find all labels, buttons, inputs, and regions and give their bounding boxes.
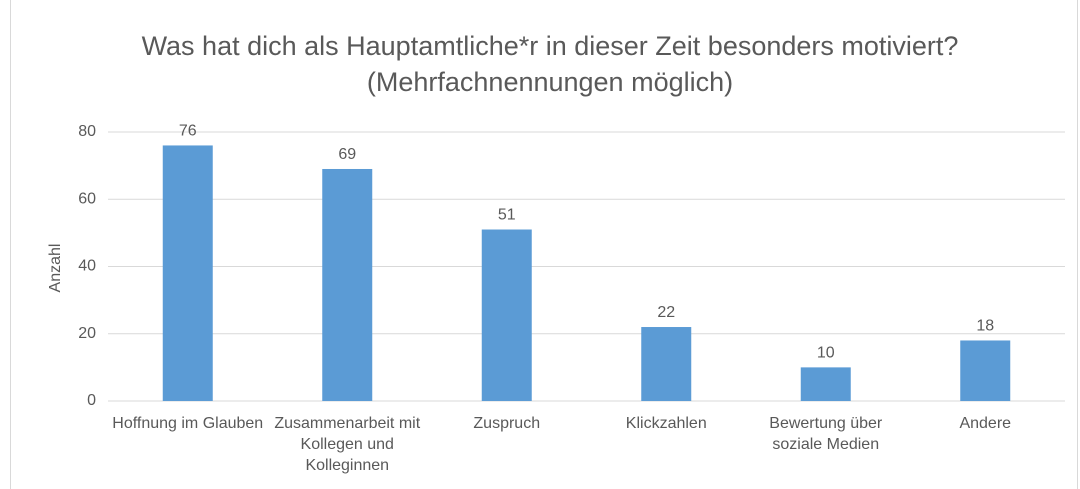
y-tick-label: 80	[78, 123, 96, 140]
x-tick-label: Zuspruch	[473, 415, 541, 432]
chart-title: Was hat dich als Hauptamtliche*r in dies…	[141, 31, 959, 97]
x-tick-label: Hoffnung im Glauben	[112, 415, 264, 432]
value-label: 22	[657, 304, 675, 321]
y-tick-label: 20	[78, 325, 96, 342]
value-label: 51	[498, 207, 516, 224]
value-label: 10	[817, 345, 835, 362]
y-tick-label: 0	[87, 392, 96, 409]
bar	[800, 367, 851, 401]
x-tick-label: Zusammenarbeit mit Kollegen und Kollegin…	[274, 415, 421, 474]
bar	[481, 229, 532, 401]
chart-frame	[10, 0, 1078, 489]
y-tick-label: 60	[78, 190, 96, 207]
bar	[162, 145, 213, 401]
x-tick-label: Klickzahlen	[625, 415, 707, 432]
x-tick-label: Andere	[959, 415, 1012, 432]
value-label: 69	[338, 146, 356, 163]
y-axis-label: Anzahl	[47, 244, 64, 293]
bar	[322, 168, 373, 401]
x-tick-label: Bewertung über soziale Medien	[769, 415, 883, 453]
bar	[641, 327, 692, 401]
value-label: 18	[976, 318, 994, 335]
bar	[960, 340, 1011, 401]
value-label: 76	[179, 123, 197, 140]
y-tick-label: 40	[78, 258, 96, 275]
